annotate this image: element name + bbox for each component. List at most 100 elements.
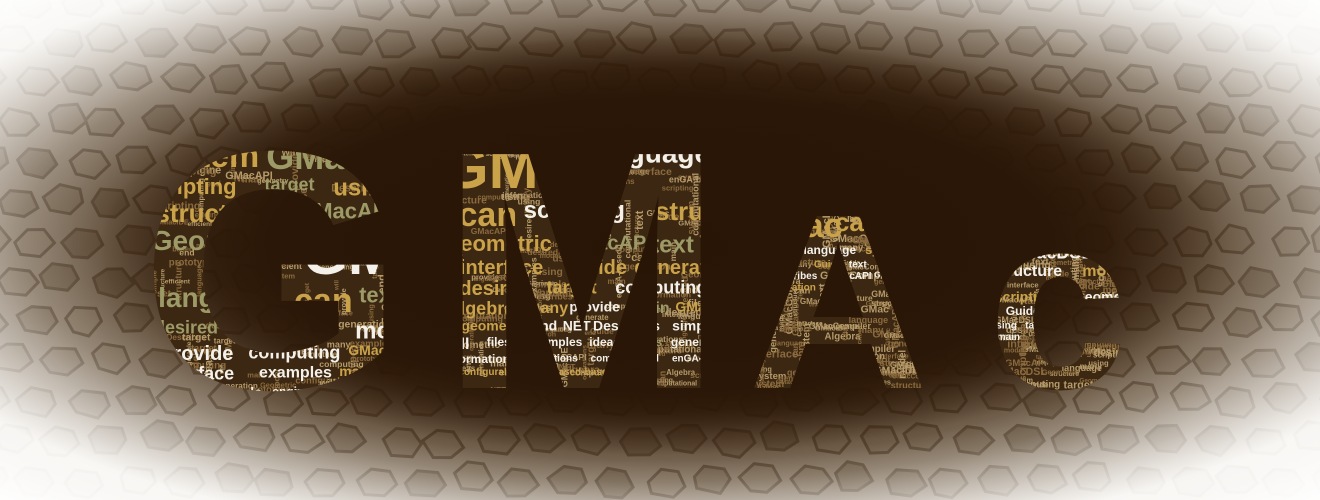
filler-word: Algebra [817,260,853,271]
filler-word: structure [442,196,487,207]
filler-word: GA-based-based [480,117,548,127]
filler-word: system [750,379,784,390]
filler-word: ideas [334,102,344,125]
cloud-word: set [262,401,286,418]
filler-word: Geometric [681,270,729,281]
filler-word: target [320,91,332,121]
filler-word: GMacAPI [224,317,234,357]
filler-word: will [318,156,332,165]
filler-word: using [586,174,610,184]
cloud-word: generation [233,318,335,340]
filler-word: system [687,201,698,235]
filler-word: Describes [552,285,588,294]
filler-word: main [1099,273,1120,283]
filler-word: structure [1105,240,1152,252]
filler-word: target [352,105,378,116]
filler-word: scripting [720,236,747,243]
filler-word: GMac [647,208,670,218]
filler-word: GMacAPI [381,303,421,313]
filler-word: scripting [1093,350,1128,359]
cloud-word: many [913,260,940,271]
filler-word: interface [323,309,353,318]
filler-word: GMacAPI [819,286,847,293]
filler-word: scripting [170,166,216,178]
filler-word: NET [294,347,313,357]
filler-word: Algebra [900,273,933,283]
filler-word: can [631,252,649,264]
filler-word: model [375,328,399,337]
cloud-word: language [1087,244,1157,261]
cloud-word: GMacAPI [297,199,394,224]
filler-word: simple [140,310,149,333]
filler-word: using [700,139,718,146]
filler-word: computing [376,203,426,214]
filler-word: model [834,364,855,371]
cloud-word: provide [569,298,620,314]
filler-word: generation [336,133,370,140]
filler-word: provide [1050,294,1062,334]
filler-word: GMacCompiler [896,363,951,372]
filler-word: GMacIDE [920,273,963,284]
filler-word: many [295,387,322,398]
filler-word: system [881,299,914,310]
filler-word: model [1033,223,1040,243]
filler-word: many [1080,361,1103,371]
cloud-word: interface [1085,305,1127,316]
filler-word: can [1109,282,1120,299]
filler-word: structure [792,288,799,317]
filler-word: structure [547,113,588,124]
filler-word: interface [522,350,555,359]
filler-word: Geometric [450,340,501,351]
filler-word: GMacAPI [852,235,895,246]
filler-word: computing [537,326,572,333]
filler-word: desired [1094,347,1132,359]
filler-word: interface [879,351,909,360]
filler-word: language [775,338,807,347]
filler-word: structure [597,137,606,173]
filler-word: NET [559,362,577,372]
cloud-word: many [526,300,568,317]
filler-word: GMac [759,383,782,392]
filler-word: provide [1105,333,1141,344]
filler-word: model [743,294,753,320]
filler-word: Algebra [569,172,593,179]
filler-word: Describes [928,253,972,263]
filler-word: text [1032,245,1051,256]
filler-word: provide [1078,263,1089,299]
filler-word: structure [699,189,709,226]
filler-word: structure [1079,277,1110,286]
filler-word: using [773,253,799,264]
filler-word: information [644,289,691,299]
filler-word: target [250,309,280,321]
filler-word: structure [632,214,641,248]
filler-word: Algebra [630,341,671,353]
filler-word: structure [371,326,408,336]
filler-word: generation [874,279,910,286]
filler-word: simple [641,117,652,150]
filler-word: using [1104,335,1122,342]
filler-word: GMacIDE [560,347,570,387]
filler-word: language [1018,311,1029,355]
filler-word: set [285,340,294,351]
filler-word: provide [659,116,691,126]
filler-word: end [653,307,665,314]
filler-word: model [1116,375,1147,387]
cloud-word: NET [187,384,215,400]
filler-word: configurable [168,382,217,391]
filler-word: GMacCompiler [830,233,907,245]
filler-word: GMacIDE [846,235,888,246]
filler-word: using [752,202,779,213]
filler-word: main [247,370,265,379]
filler-word: many [893,241,920,252]
filler-word: structure [1035,286,1068,295]
filler-word: GMacCompiler [756,137,767,204]
filler-word: system [237,285,269,295]
filler-word: Algebra [321,390,349,399]
filler-word: interface [1052,188,1080,195]
cloud-word: computational [591,354,660,365]
filler-word: Guide [383,358,413,370]
cloud-word: GA-based-based [534,367,613,378]
filler-word: configurable [567,241,608,248]
filler-word: language [1062,363,1102,373]
filler-word: model [167,158,177,185]
